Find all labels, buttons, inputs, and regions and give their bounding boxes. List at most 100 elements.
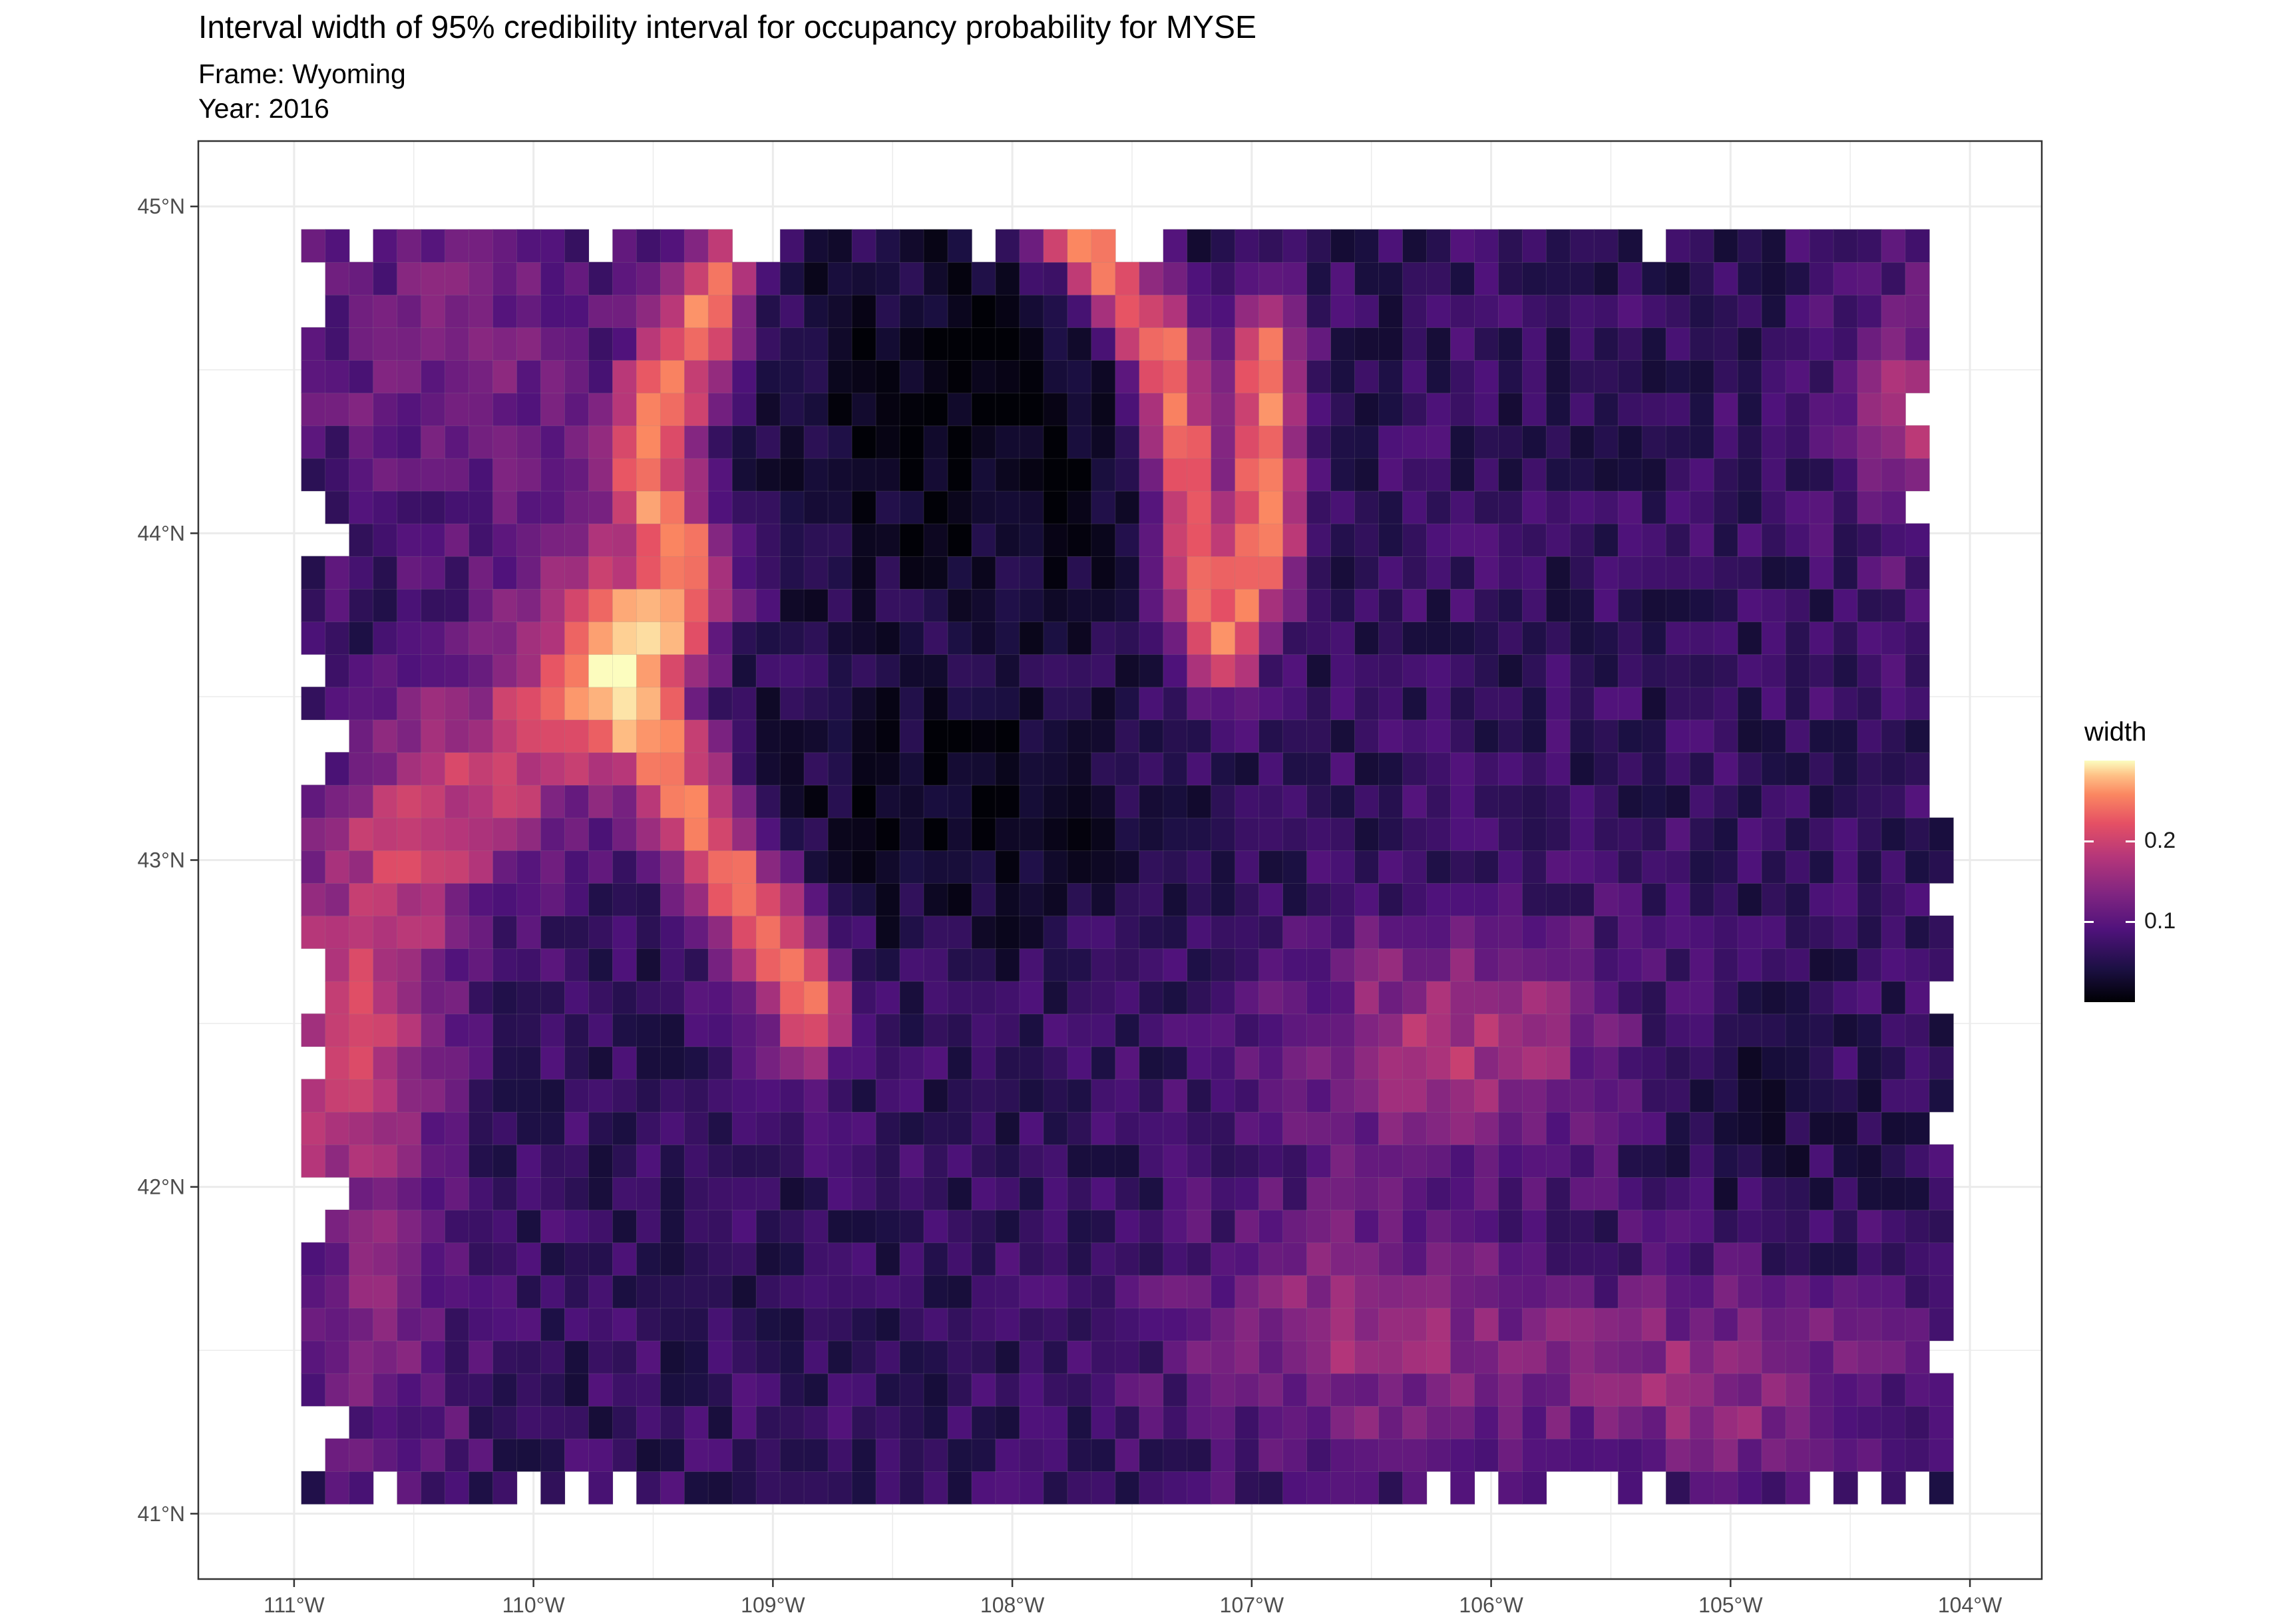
- grid-cell: [1473, 1176, 1499, 1211]
- grid-cell: [851, 752, 877, 786]
- grid-cell: [1497, 1373, 1523, 1407]
- grid-cell: [1713, 1046, 1739, 1080]
- grid-cell: [492, 1438, 518, 1472]
- grid-cell: [947, 262, 972, 295]
- grid-cell: [349, 882, 374, 917]
- grid-cell: [683, 686, 709, 721]
- grid-cell: [1163, 621, 1188, 655]
- grid-cell: [1857, 392, 1882, 427]
- grid-cell: [1497, 523, 1523, 557]
- grid-cell: [1402, 850, 1428, 884]
- grid-cell: [1521, 948, 1547, 982]
- grid-cell: [612, 359, 638, 394]
- grid-cell: [971, 1274, 996, 1309]
- grid-cell: [995, 588, 1020, 623]
- grid-cell: [1426, 294, 1451, 328]
- grid-cell: [516, 359, 542, 394]
- grid-cell: [755, 425, 781, 459]
- grid-cell: [779, 621, 805, 655]
- grid-cell: [995, 882, 1020, 917]
- grid-cell: [1905, 850, 1930, 884]
- grid-cell: [1809, 915, 1835, 950]
- grid-cell: [1497, 1438, 1523, 1472]
- grid-cell: [1235, 1340, 1260, 1374]
- grid-cell: [1785, 980, 1811, 1015]
- grid-cell: [1235, 1176, 1260, 1211]
- grid-cell: [1617, 1274, 1643, 1309]
- grid-cell: [1354, 1144, 1380, 1178]
- grid-cell: [1258, 556, 1284, 590]
- grid-cell: [1641, 785, 1667, 818]
- grid-cell: [1354, 1046, 1380, 1080]
- grid-cell: [1043, 817, 1068, 851]
- grid-cell: [540, 294, 566, 328]
- grid-cell: [947, 425, 972, 459]
- grid-cell: [1545, 1079, 1571, 1113]
- grid-cell: [1306, 425, 1332, 459]
- grid-cell: [1426, 850, 1451, 884]
- grid-cell: [1857, 229, 1882, 263]
- grid-cell: [1497, 653, 1523, 688]
- grid-cell: [899, 1438, 924, 1472]
- grid-cell: [1091, 229, 1116, 263]
- grid-cell: [469, 1308, 494, 1342]
- grid-cell: [1235, 1046, 1260, 1080]
- grid-cell: [349, 850, 374, 884]
- grid-cell: [1449, 556, 1475, 590]
- grid-cell: [564, 1013, 590, 1047]
- grid-cell: [421, 1079, 446, 1113]
- grid-cell: [995, 1340, 1020, 1374]
- grid-cell: [1378, 980, 1404, 1015]
- grid-cell: [1545, 294, 1571, 328]
- grid-cell: [1713, 1373, 1739, 1407]
- grid-cell: [1330, 327, 1356, 361]
- grid-cell: [971, 556, 996, 590]
- grid-cell: [1641, 458, 1667, 492]
- grid-cell: [1761, 719, 1787, 753]
- grid-cell: [469, 1209, 494, 1244]
- grid-cell: [875, 1176, 901, 1211]
- grid-cell: [1163, 327, 1188, 361]
- grid-cell: [1737, 1046, 1763, 1080]
- grid-cell: [923, 785, 948, 818]
- grid-cell: [445, 1405, 470, 1439]
- grid-cell: [851, 785, 877, 818]
- grid-cell: [301, 229, 326, 263]
- grid-cell: [1282, 1471, 1308, 1505]
- grid-cell: [1163, 229, 1188, 263]
- grid-cell: [875, 229, 901, 263]
- grid-cell: [1354, 621, 1380, 655]
- grid-cell: [971, 719, 996, 753]
- grid-cell: [1569, 621, 1595, 655]
- grid-cell: [564, 294, 590, 328]
- grid-cell: [469, 1242, 494, 1276]
- grid-cell: [1330, 785, 1356, 818]
- grid-cell: [492, 229, 518, 263]
- grid-cell: [1019, 653, 1044, 688]
- grid-cell: [1235, 980, 1260, 1015]
- grid-cell: [1330, 850, 1356, 884]
- grid-cell: [1258, 1176, 1284, 1211]
- grid-cell: [1617, 458, 1643, 492]
- grid-cell: [1139, 1013, 1164, 1047]
- grid-cell: [1857, 359, 1882, 394]
- grid-cell: [612, 948, 638, 982]
- grid-cell: [923, 1274, 948, 1309]
- grid-cell: [1258, 915, 1284, 950]
- grid-cell: [1689, 1176, 1715, 1211]
- grid-cell: [1809, 653, 1835, 688]
- grid-cell: [1641, 1274, 1667, 1309]
- grid-cell: [1785, 1013, 1811, 1047]
- grid-cell: [564, 1308, 590, 1342]
- grid-cell: [373, 229, 398, 263]
- grid-cell: [1115, 359, 1140, 394]
- grid-cell: [899, 882, 924, 917]
- grid-cell: [1235, 1405, 1260, 1439]
- grid-cell: [947, 621, 972, 655]
- grid-cell: [1689, 1013, 1715, 1047]
- grid-cell: [1426, 1373, 1451, 1407]
- grid-cell: [1091, 327, 1116, 361]
- grid-cell: [1713, 1274, 1739, 1309]
- grid-cell: [1617, 1046, 1643, 1080]
- grid-cell: [540, 1274, 566, 1309]
